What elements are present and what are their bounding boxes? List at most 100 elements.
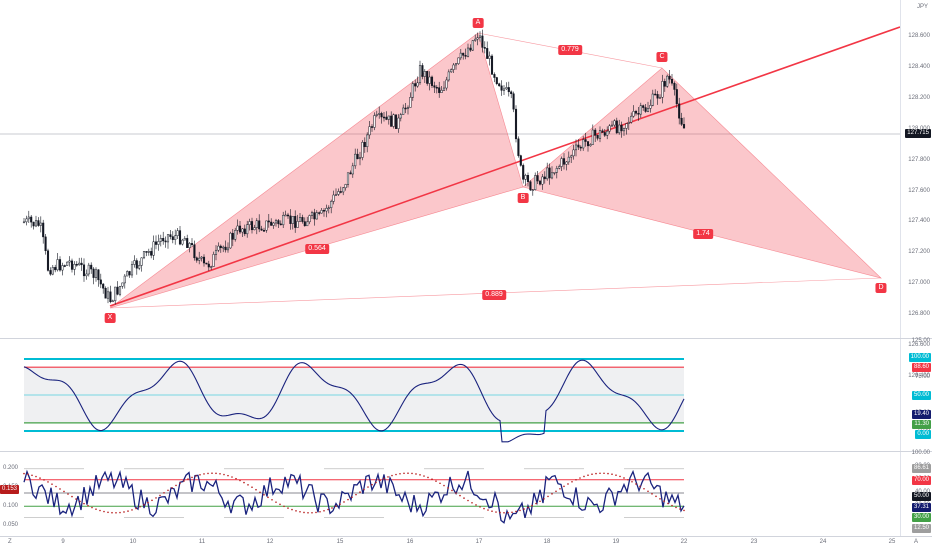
oscillator-2-dot <box>619 475 621 478</box>
candle-body <box>654 93 657 96</box>
ratio-ac-label[interactable]: 0.779 <box>558 45 582 55</box>
candle-body <box>414 83 417 87</box>
candle-body <box>267 220 270 223</box>
ratio-bd-label[interactable]: 1.74 <box>693 229 713 239</box>
candle-body <box>656 94 659 99</box>
oscillator-2-dot <box>255 488 257 491</box>
pattern-point-x[interactable]: X <box>104 313 116 323</box>
candle-body <box>140 257 143 266</box>
candle-body <box>97 269 100 281</box>
oscillator-2-dot <box>187 478 189 480</box>
pattern-xab-triangle <box>109 32 524 309</box>
candle-body <box>229 232 232 249</box>
candle-body <box>392 114 395 127</box>
candle-body <box>368 126 371 136</box>
candle-body <box>591 129 594 145</box>
candle-body <box>289 215 292 224</box>
oscillator-2-dot <box>411 472 413 475</box>
oscillator-2-dot <box>627 478 629 481</box>
candle-body <box>560 158 563 167</box>
candle-body <box>279 223 282 226</box>
candle-body <box>680 117 683 125</box>
candle-body <box>284 214 287 217</box>
oscillator-2-dot <box>559 487 561 490</box>
oscillator-2-dot <box>499 511 501 514</box>
candle-body <box>294 216 297 228</box>
candle-body <box>27 216 30 220</box>
pattern-bcd-triangle <box>522 67 883 279</box>
candle-body <box>246 224 249 235</box>
price-chart-canvas[interactable] <box>0 0 900 338</box>
time-axis-right-corner[interactable]: A <box>914 539 919 545</box>
candle-body <box>39 222 42 226</box>
candle-body <box>327 207 330 209</box>
oscillator-2-axis[interactable]: 100.0080.0060.0040.0020.00 86.6170.0050.… <box>900 450 932 536</box>
pane-separator[interactable] <box>0 451 932 452</box>
oscillator-2-dot <box>379 479 381 482</box>
candle-body <box>618 124 621 134</box>
candle-body <box>80 262 83 266</box>
candles-group <box>22 29 686 305</box>
candle-body <box>637 113 640 115</box>
time-axis-label: 10 <box>129 539 137 545</box>
pane-separator[interactable] <box>0 338 932 339</box>
price-pane[interactable]: A B C X D 0.564 0.779 1.74 0.889 <box>0 0 900 338</box>
candle-body <box>190 243 194 246</box>
oscillator-2-dots-group <box>23 472 685 514</box>
candle-body <box>32 221 35 227</box>
candle-body <box>589 144 592 147</box>
ratio-xd-label[interactable]: 0.889 <box>482 290 506 300</box>
candle-body <box>272 222 275 226</box>
oscillator-2-dot <box>335 505 337 507</box>
pattern-point-a[interactable]: A <box>472 18 484 28</box>
oscillator-2-dot <box>611 473 613 476</box>
candle-body <box>332 194 335 202</box>
oscillator-2-dot <box>87 504 89 507</box>
time-axis[interactable]: 9 10 11 12 15 16 17 18 19 22 23 24 25 <box>0 537 932 550</box>
price-axis[interactable]: JPY 128.600 128.400 128.200 128.000 127.800 1… <box>900 0 932 379</box>
candle-body <box>70 260 74 270</box>
candle-body <box>183 238 186 241</box>
oscillator-1-canvas[interactable] <box>0 339 900 451</box>
candle-body <box>442 87 446 91</box>
candle-body <box>476 37 479 40</box>
ratio-xb-label[interactable]: 0.564 <box>305 244 329 254</box>
oscillator-2-dot <box>51 483 53 485</box>
candle-body <box>63 265 66 267</box>
candle-body <box>399 114 402 119</box>
oscillator-2-dot <box>23 472 25 475</box>
oscillator-2-dot <box>123 511 125 513</box>
oscillator-2-dot <box>495 511 497 513</box>
candle-body <box>142 251 146 259</box>
oscillator-2-dot <box>443 484 445 487</box>
candle-body <box>438 87 441 93</box>
time-axis-left-corner[interactable]: Z <box>8 539 12 545</box>
candle-body <box>217 245 220 251</box>
candle-body <box>123 275 126 284</box>
candle-body <box>301 217 304 222</box>
candle-body <box>222 246 225 249</box>
pattern-point-b[interactable]: B <box>517 193 529 203</box>
oscillator-2-dot <box>91 506 93 509</box>
oscillator-2-dot <box>147 501 149 504</box>
candle-body <box>675 89 678 105</box>
pattern-point-d[interactable]: D <box>875 283 887 293</box>
candle-body <box>308 215 311 223</box>
candle-body <box>128 271 131 276</box>
candle-body <box>526 175 530 182</box>
candle-body <box>409 97 412 108</box>
pane-separator[interactable] <box>0 536 932 537</box>
candle-body <box>238 225 242 233</box>
oscillator-2-dot <box>103 510 105 513</box>
oscillator-2-dot <box>75 498 77 500</box>
oscillator-pane-1[interactable] <box>0 339 900 451</box>
candle-body <box>270 221 273 226</box>
oscillator-2-canvas[interactable] <box>0 452 900 536</box>
oscillator-2-dot <box>363 488 365 491</box>
pattern-point-c[interactable]: C <box>656 52 668 62</box>
price-tick-label: 126.400 <box>908 372 930 379</box>
oscillator-2-dot <box>331 507 333 509</box>
oscillator-2-dot <box>99 509 101 512</box>
